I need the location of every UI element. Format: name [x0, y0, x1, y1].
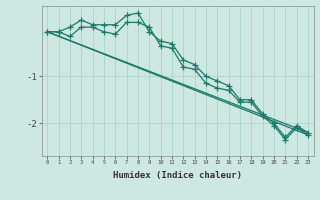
X-axis label: Humidex (Indice chaleur): Humidex (Indice chaleur): [113, 171, 242, 180]
